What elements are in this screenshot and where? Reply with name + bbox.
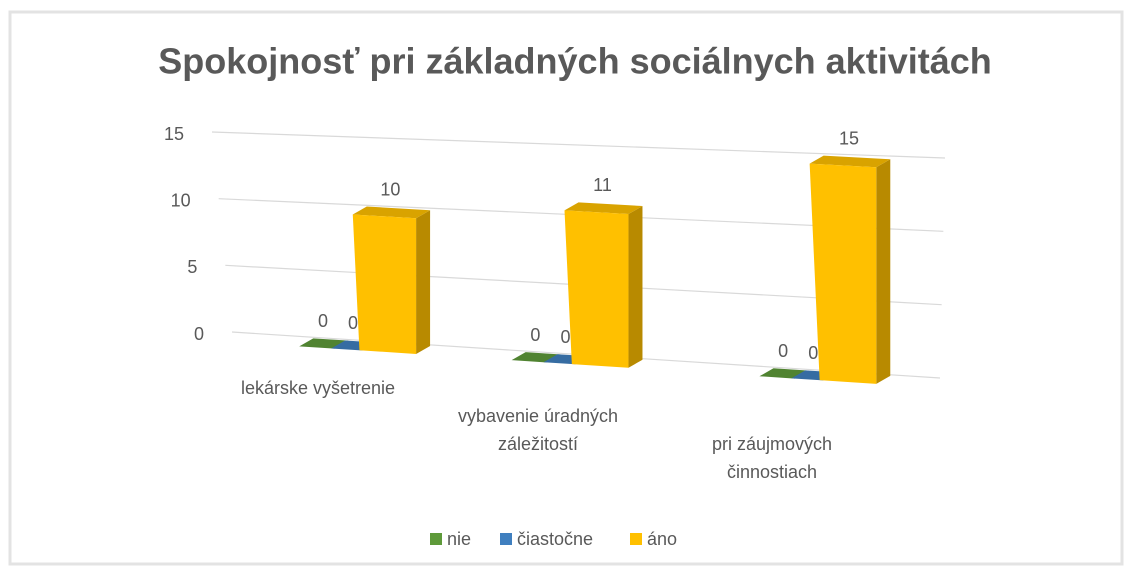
y-tick-label: 5 (187, 257, 197, 277)
bar-front (564, 210, 629, 368)
grid-line (211, 131, 946, 159)
bar-top (809, 155, 891, 168)
bar (352, 206, 431, 354)
value-label: 11 (593, 175, 612, 195)
value-label: 0 (808, 343, 818, 363)
bar-top (564, 202, 643, 215)
bar (564, 202, 643, 368)
value-label: 15 (839, 128, 859, 148)
chart-title: Spokojnosť pri základných sociálnych akt… (158, 41, 992, 82)
value-label: 0 (778, 341, 788, 361)
legend-label: áno (647, 529, 677, 549)
y-tick-label: 15 (164, 124, 184, 144)
bar-side (876, 159, 891, 384)
value-label: 0 (348, 313, 358, 333)
value-label: 10 (380, 179, 400, 199)
legend-swatch (430, 533, 442, 545)
value-label: 0 (318, 311, 328, 331)
bar-side (628, 206, 643, 368)
legend-swatch (630, 533, 642, 545)
x-tick-label: pri záujmových činnostiach (711, 434, 833, 482)
chart-frame (8, 10, 1124, 566)
legend-label: čiastočne (517, 529, 593, 549)
bar (809, 155, 891, 384)
bar-front (809, 163, 877, 384)
bar-side (416, 210, 431, 354)
y-tick-label: 10 (171, 190, 191, 210)
legend-label: nie (447, 529, 471, 549)
x-tick-label: vybavenie úradných záležitostí (457, 406, 619, 454)
bar-top (352, 206, 431, 219)
legend-swatch (500, 533, 512, 545)
y-tick-label: 0 (194, 324, 204, 344)
x-tick-label: lekárske vyšetrenie (240, 378, 396, 398)
value-label: 0 (530, 325, 540, 345)
value-label: 0 (560, 327, 570, 347)
bar-front (352, 214, 417, 354)
